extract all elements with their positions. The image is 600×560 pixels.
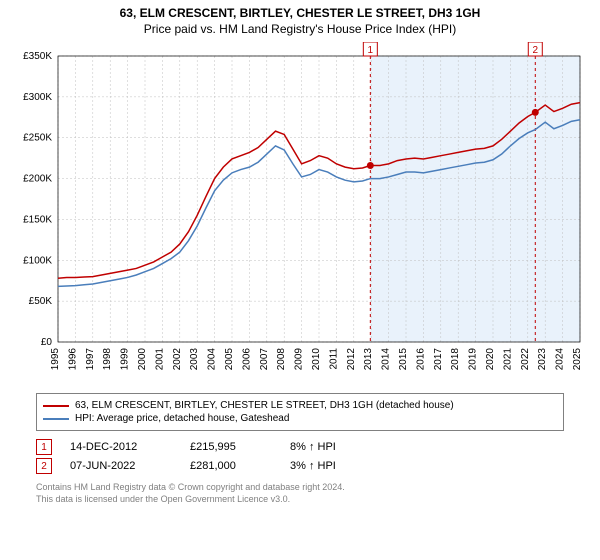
x-tick-label: 2013 — [363, 348, 374, 371]
x-tick-label: 2011 — [328, 348, 339, 370]
price-chart: £0 £50K £100K £150K £200K £250K £300K £350K 1995… — [10, 42, 590, 382]
event-row: 2 07-JUN-2022£281,0003% ↑ HPI — [36, 458, 564, 474]
x-tick-label: 2009 — [294, 348, 305, 371]
x-tick-label: 2002 — [172, 348, 183, 371]
x-tick-label: 2001 — [154, 348, 165, 371]
legend-box: 63, ELM CRESCENT, BIRTLEY, CHESTER LE ST… — [36, 393, 564, 431]
chart-area: £0 £50K £100K £150K £200K £250K £300K £350K 1995… — [10, 42, 590, 387]
footer-line1: Contains HM Land Registry data © Crown c… — [36, 482, 564, 494]
x-tick-label: 2021 — [502, 348, 513, 371]
x-tick-label: 2015 — [398, 348, 409, 371]
event-price: £215,995 — [190, 441, 290, 453]
x-tick-label: 2016 — [415, 348, 426, 371]
event-badge: 2 — [36, 458, 52, 474]
event-row: 1 14-DEC-2012£215,9958% ↑ HPI — [36, 439, 564, 455]
event-price: £281,000 — [190, 460, 290, 472]
x-tick-label: 1995 — [50, 348, 61, 371]
footer-line2: This data is licensed under the Open Gov… — [36, 494, 564, 506]
footer-attribution: Contains HM Land Registry data © Crown c… — [36, 482, 564, 505]
x-tick-label: 2014 — [381, 348, 392, 371]
sale-marker-dot — [367, 162, 374, 169]
y-tick-label: £300K — [23, 92, 52, 103]
legend-row: HPI: Average price, detached house, Gate… — [43, 413, 557, 424]
legend-swatch — [43, 405, 69, 407]
legend-row: 63, ELM CRESCENT, BIRTLEY, CHESTER LE ST… — [43, 400, 557, 411]
x-tick-label: 2017 — [433, 348, 444, 371]
x-tick-label: 2020 — [485, 348, 496, 371]
x-tick-label: 2000 — [137, 348, 148, 371]
y-tick-label: £100K — [23, 255, 52, 266]
x-tick-label: 2004 — [207, 348, 218, 371]
x-tick-label: 2024 — [555, 348, 566, 371]
event-date: 07-JUN-2022 — [70, 460, 190, 472]
sale-marker-dot — [532, 109, 539, 116]
x-tick-label: 2005 — [224, 348, 235, 371]
chart-title-line2: Price paid vs. HM Land Registry's House … — [0, 22, 600, 36]
y-tick-label: £150K — [23, 214, 52, 225]
x-tick-label: 1998 — [102, 348, 113, 371]
y-tick-label: £250K — [23, 133, 52, 144]
event-date: 14-DEC-2012 — [70, 441, 190, 453]
x-tick-label: 1997 — [85, 348, 96, 371]
chart-title-line1: 63, ELM CRESCENT, BIRTLEY, CHESTER LE ST… — [0, 6, 600, 20]
legend-swatch — [43, 418, 69, 420]
x-tick-label: 2007 — [259, 348, 270, 371]
x-tick-label: 2018 — [450, 348, 461, 371]
highlight-band — [370, 56, 580, 342]
x-tick-label: 2023 — [537, 348, 548, 371]
x-tick-label: 1996 — [67, 348, 78, 371]
y-tick-label: £50K — [29, 296, 53, 307]
event-note: 3% ↑ HPI — [290, 460, 336, 472]
x-tick-label: 2025 — [572, 348, 583, 371]
event-note: 8% ↑ HPI — [290, 441, 336, 453]
x-tick-label: 2012 — [346, 348, 357, 371]
x-tick-label: 2019 — [468, 348, 479, 371]
y-tick-label: £0 — [41, 337, 53, 348]
legend-label: 63, ELM CRESCENT, BIRTLEY, CHESTER LE ST… — [75, 400, 454, 411]
y-tick-label: £200K — [23, 174, 52, 185]
event-marker-label: 2 — [533, 45, 539, 56]
x-tick-label: 1999 — [120, 348, 131, 371]
event-marker-label: 1 — [368, 45, 374, 56]
x-tick-label: 2022 — [520, 348, 531, 371]
x-tick-label: 2006 — [241, 348, 252, 371]
legend-label: HPI: Average price, detached house, Gate… — [75, 413, 289, 424]
events-table: 1 14-DEC-2012£215,9958% ↑ HPI 2 07-JUN-2022… — [36, 439, 564, 474]
x-tick-label: 2008 — [276, 348, 287, 371]
x-tick-label: 2010 — [311, 348, 322, 371]
event-badge: 1 — [36, 439, 52, 455]
y-tick-label: £350K — [23, 51, 52, 62]
chart-title-block: 63, ELM CRESCENT, BIRTLEY, CHESTER LE ST… — [0, 0, 600, 36]
x-tick-label: 2003 — [189, 348, 200, 371]
